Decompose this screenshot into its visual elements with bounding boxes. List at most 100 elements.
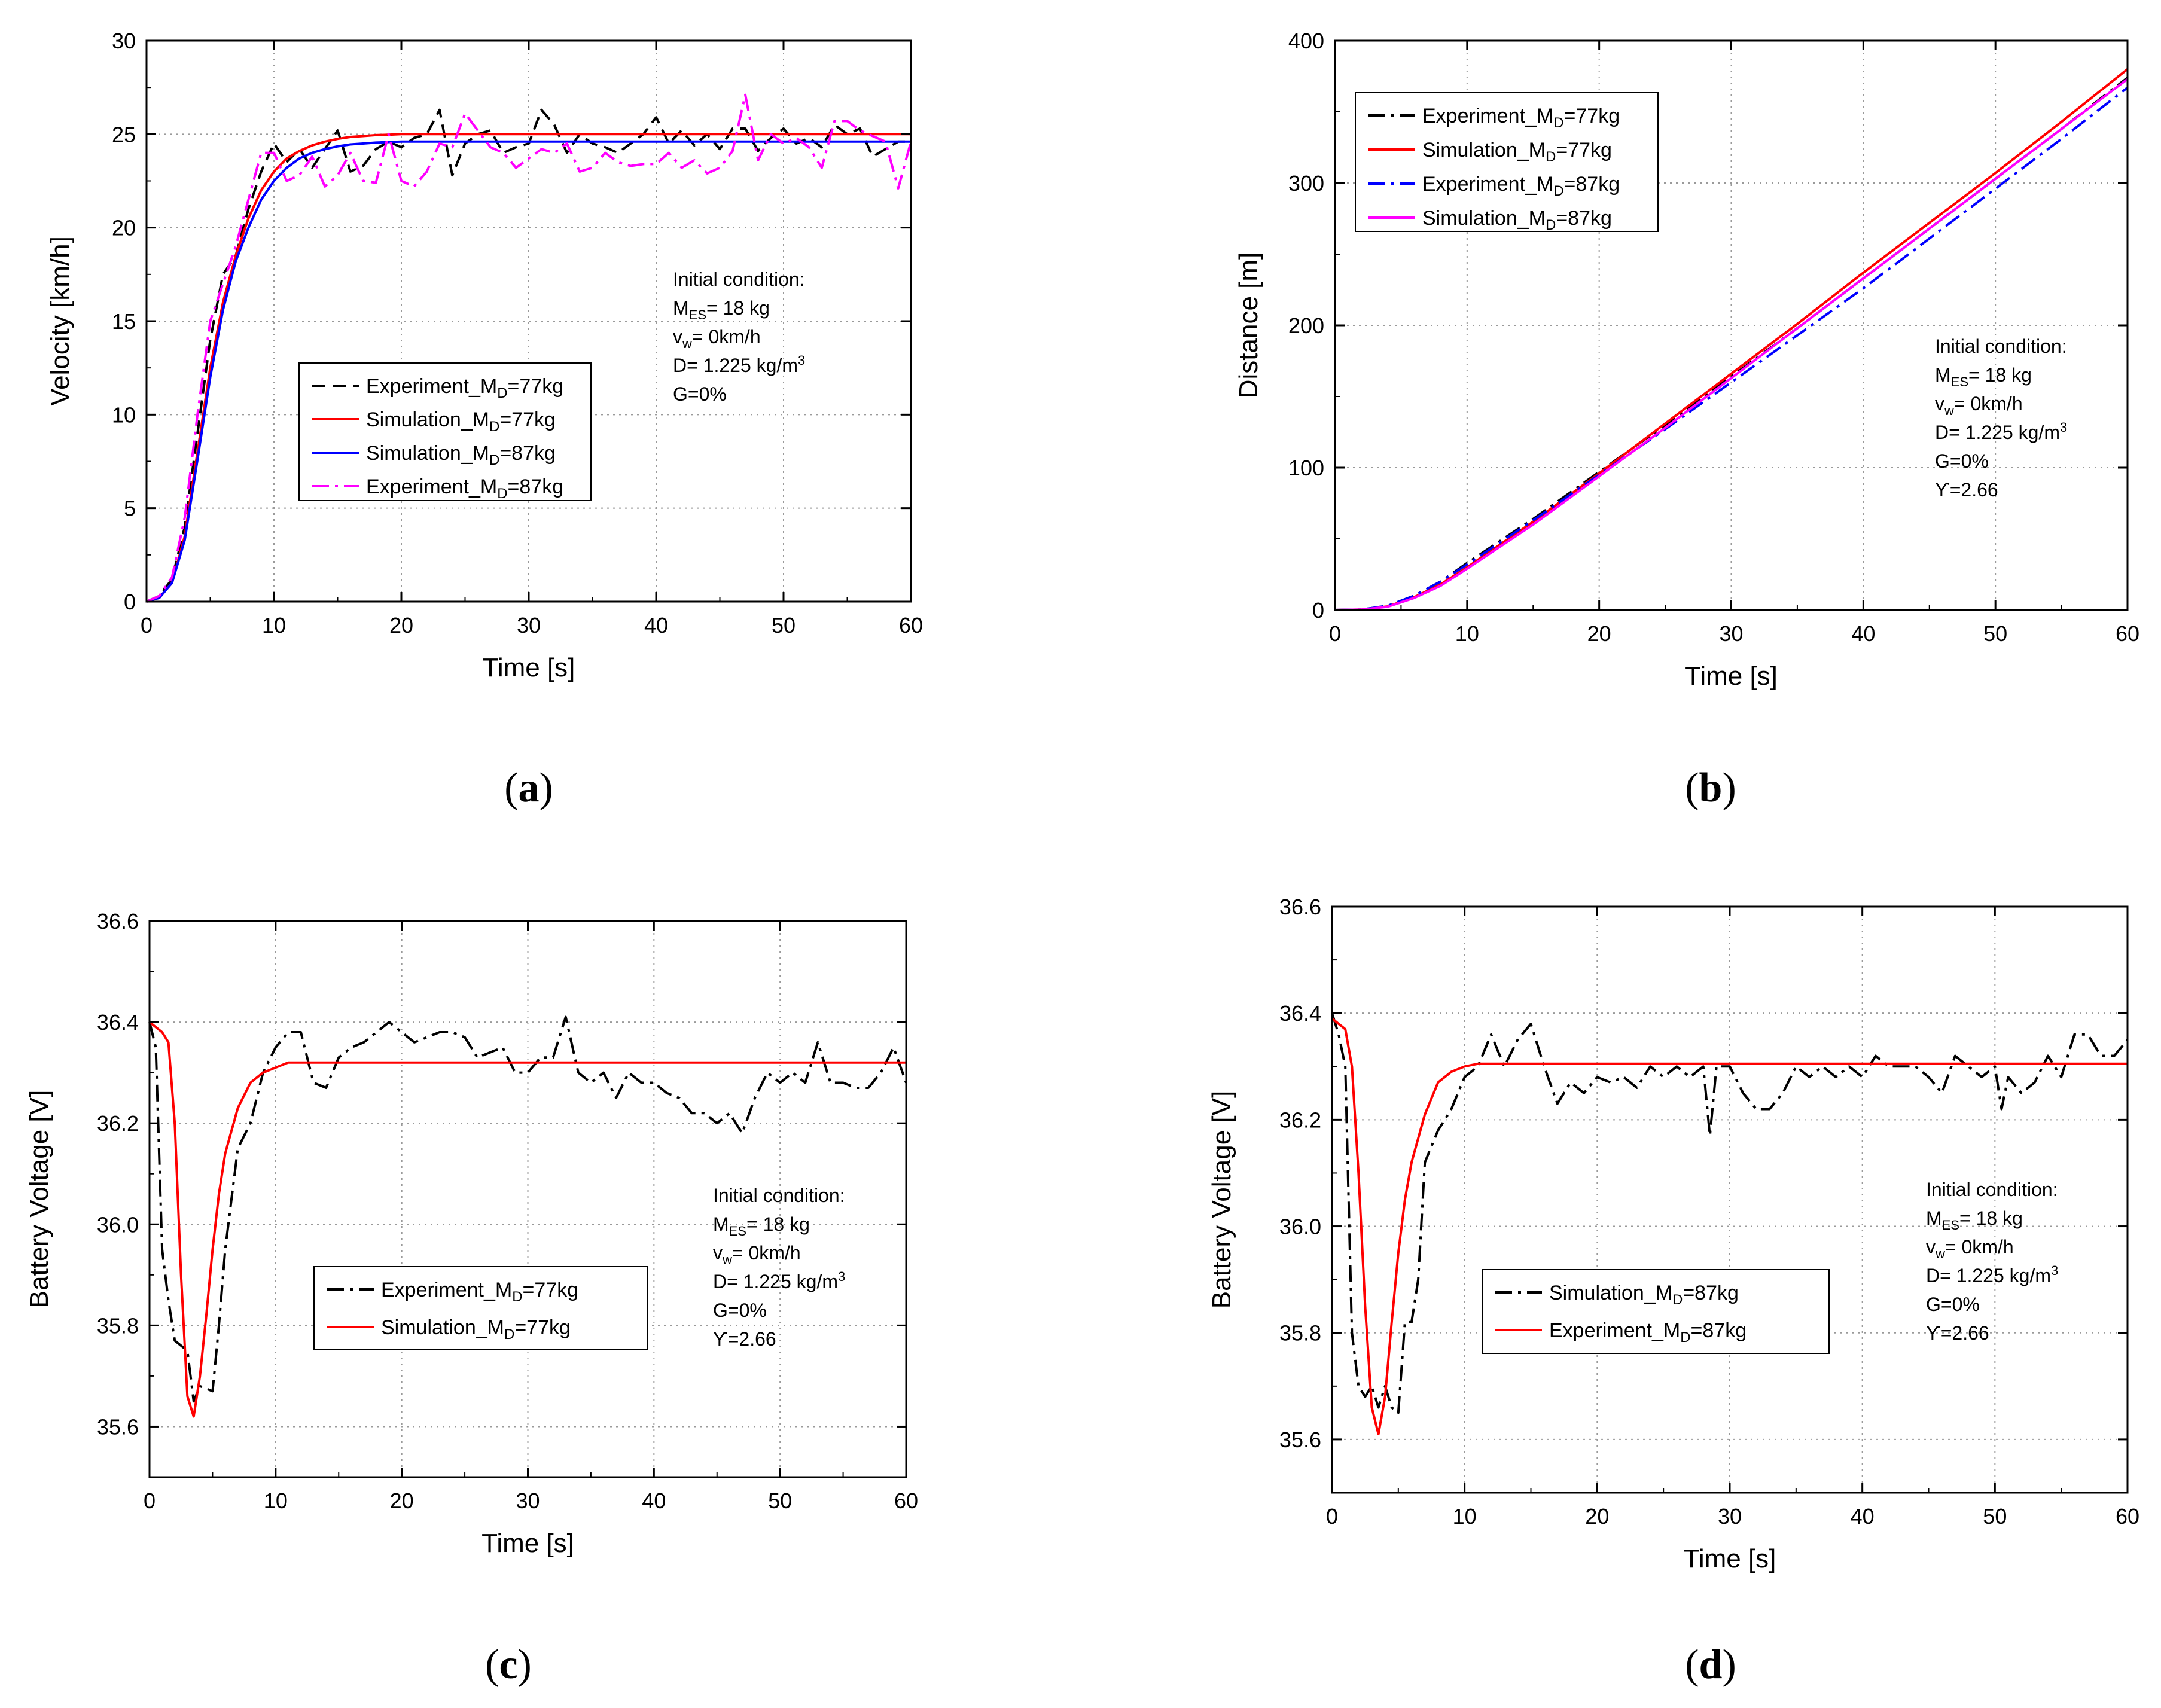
condition-text-tail: = 0km/h	[1945, 1236, 2014, 1258]
caption-paren: )	[1722, 1642, 1736, 1688]
legend-label-tail: =87kg	[499, 442, 556, 465]
condition-subscript: w	[1935, 1246, 1945, 1261]
legend-box	[1482, 1269, 1830, 1354]
panel-caption: (c)	[485, 1642, 532, 1688]
condition-line: ϒ=2.66	[1926, 1322, 1989, 1344]
condition-line: D= 1.225 kg/m3	[1926, 1263, 2058, 1286]
y-tick-label: 5	[124, 496, 136, 521]
condition-text-tail: = 18 kg	[706, 297, 770, 319]
y-axis-label: Distance [m]	[1234, 252, 1263, 399]
legend-label-main: Experiment_M	[381, 1279, 512, 1301]
legend-label-tail: =77kg	[1564, 105, 1620, 127]
x-tick-label: 60	[2116, 621, 2139, 646]
legend-label-subscript: D	[1546, 217, 1556, 233]
y-tick-label: 30	[112, 29, 136, 53]
legend-label-4: Experiment_MD=87kg	[366, 475, 563, 502]
x-tick-label: 30	[516, 1489, 540, 1513]
y-tick-label: 0	[1312, 598, 1324, 623]
x-tick-label: 0	[144, 1489, 156, 1513]
condition-text: M	[1926, 1207, 1942, 1229]
condition-text: Initial condition:	[1935, 336, 2067, 357]
legend-label-4: Simulation_MD=87kg	[1422, 207, 1612, 233]
condition-line: G=0%	[673, 383, 727, 405]
x-tick-label: 10	[264, 1489, 288, 1513]
legend-label-tail: =87kg	[1556, 207, 1612, 230]
y-tick-label: 36.2	[1279, 1108, 1321, 1132]
y-tick-label: 35.6	[97, 1414, 139, 1439]
x-tick-label: 0	[1326, 1504, 1338, 1529]
condition-text: v	[713, 1242, 723, 1264]
condition-line: G=0%	[1935, 450, 1989, 472]
x-tick-label: 60	[899, 613, 923, 638]
legend-label-1: Experiment_MD=77kg	[366, 375, 563, 401]
y-tick-label: 35.6	[1279, 1428, 1321, 1452]
y-tick-label: 20	[112, 216, 136, 240]
legend-label-main: Simulation_M	[381, 1316, 504, 1339]
legend-label-main: Simulation_M	[1422, 139, 1546, 161]
panel-caption: (a)	[504, 765, 553, 811]
panel-caption: (d)	[1685, 1642, 1736, 1688]
x-tick-label: 50	[768, 1489, 792, 1513]
x-tick-label: 20	[1585, 1504, 1609, 1529]
y-axis-label: Velocity [km/h]	[45, 236, 75, 406]
legend-label-main: Experiment_M	[1422, 105, 1553, 127]
legend-label-main: Simulation_M	[1549, 1282, 1672, 1304]
x-tick-label: 40	[642, 1489, 666, 1513]
caption-paren: (	[1685, 1642, 1699, 1688]
condition-line: MES= 18 kg	[673, 297, 770, 322]
y-tick-label: 400	[1288, 29, 1324, 53]
legend-label-2: Simulation_MD=77kg	[1422, 139, 1612, 165]
legend-label-tail: =87kg	[508, 475, 564, 498]
legend: Experiment_MD=77kg Simulation_MD=77kg	[313, 1266, 648, 1350]
x-tick-label: 20	[389, 613, 413, 638]
y-tick-label: 200	[1288, 313, 1324, 338]
y-tick-label: 25	[112, 122, 136, 147]
condition-text-tail: = 18 kg	[1959, 1207, 2023, 1229]
series-line-2	[146, 133, 911, 603]
condition-line: Initial condition:	[1935, 336, 2067, 357]
condition-text: M	[713, 1213, 729, 1235]
x-tick-label: 60	[894, 1489, 918, 1513]
condition-text: G=0%	[713, 1300, 767, 1321]
condition-subscript: w	[1944, 403, 1954, 418]
condition-line: vw= 0km/h	[1935, 393, 2023, 418]
x-tick-label: 50	[772, 613, 795, 638]
chart-panel-a: 0 10 20 30 40 50 60 0 5 10 15 20 25 30 Time [s] Velocit…	[45, 29, 923, 811]
condition-text-tail: = 18 kg	[746, 1213, 810, 1235]
condition-line: vw= 0km/h	[1926, 1236, 2014, 1261]
condition-line: MES= 18 kg	[1935, 364, 2032, 389]
condition-superscript: 3	[2051, 1263, 2058, 1278]
caption-letter: d	[1699, 1642, 1723, 1688]
y-axis-label: Battery Voltage [V]	[1207, 1091, 1236, 1309]
condition-subscript: ES	[1951, 374, 1968, 389]
legend-label-tail: =87kg	[1683, 1282, 1739, 1304]
legend: Experiment_MD=77kgSimulation_MD=77kgExpe…	[1355, 92, 1659, 233]
condition-text: D= 1.225 kg/m	[713, 1271, 838, 1292]
y-tick-label: 36.4	[97, 1010, 139, 1035]
caption-paren: (	[485, 1642, 499, 1688]
condition-line: Initial condition:	[713, 1185, 845, 1206]
legend-label-1: Experiment_MD=77kg	[381, 1279, 578, 1305]
legend-label-subscript: D	[1553, 183, 1563, 199]
legend-label-main: Experiment_M	[366, 475, 497, 498]
caption-letter: c	[499, 1642, 517, 1688]
legend-label-subscript: D	[497, 385, 507, 401]
legend-label-subscript: D	[489, 452, 499, 468]
condition-text: Initial condition:	[713, 1185, 845, 1206]
x-axis-label: Time [s]	[483, 653, 575, 682]
legend-label-subscript: D	[504, 1326, 514, 1343]
x-axis-label: Time [s]	[481, 1529, 574, 1558]
legend-label-2: Simulation_MD=77kg	[366, 408, 556, 435]
x-tick-label: 40	[1851, 1504, 1875, 1529]
legend-label-tail: =77kg	[514, 1316, 571, 1339]
x-tick-label: 50	[1983, 1504, 2007, 1529]
series-line-3	[146, 140, 911, 603]
x-axis-label: Time [s]	[1684, 1544, 1776, 1573]
y-tick-label: 36.6	[1279, 895, 1321, 919]
x-axis-label: Time [s]	[1685, 661, 1778, 691]
